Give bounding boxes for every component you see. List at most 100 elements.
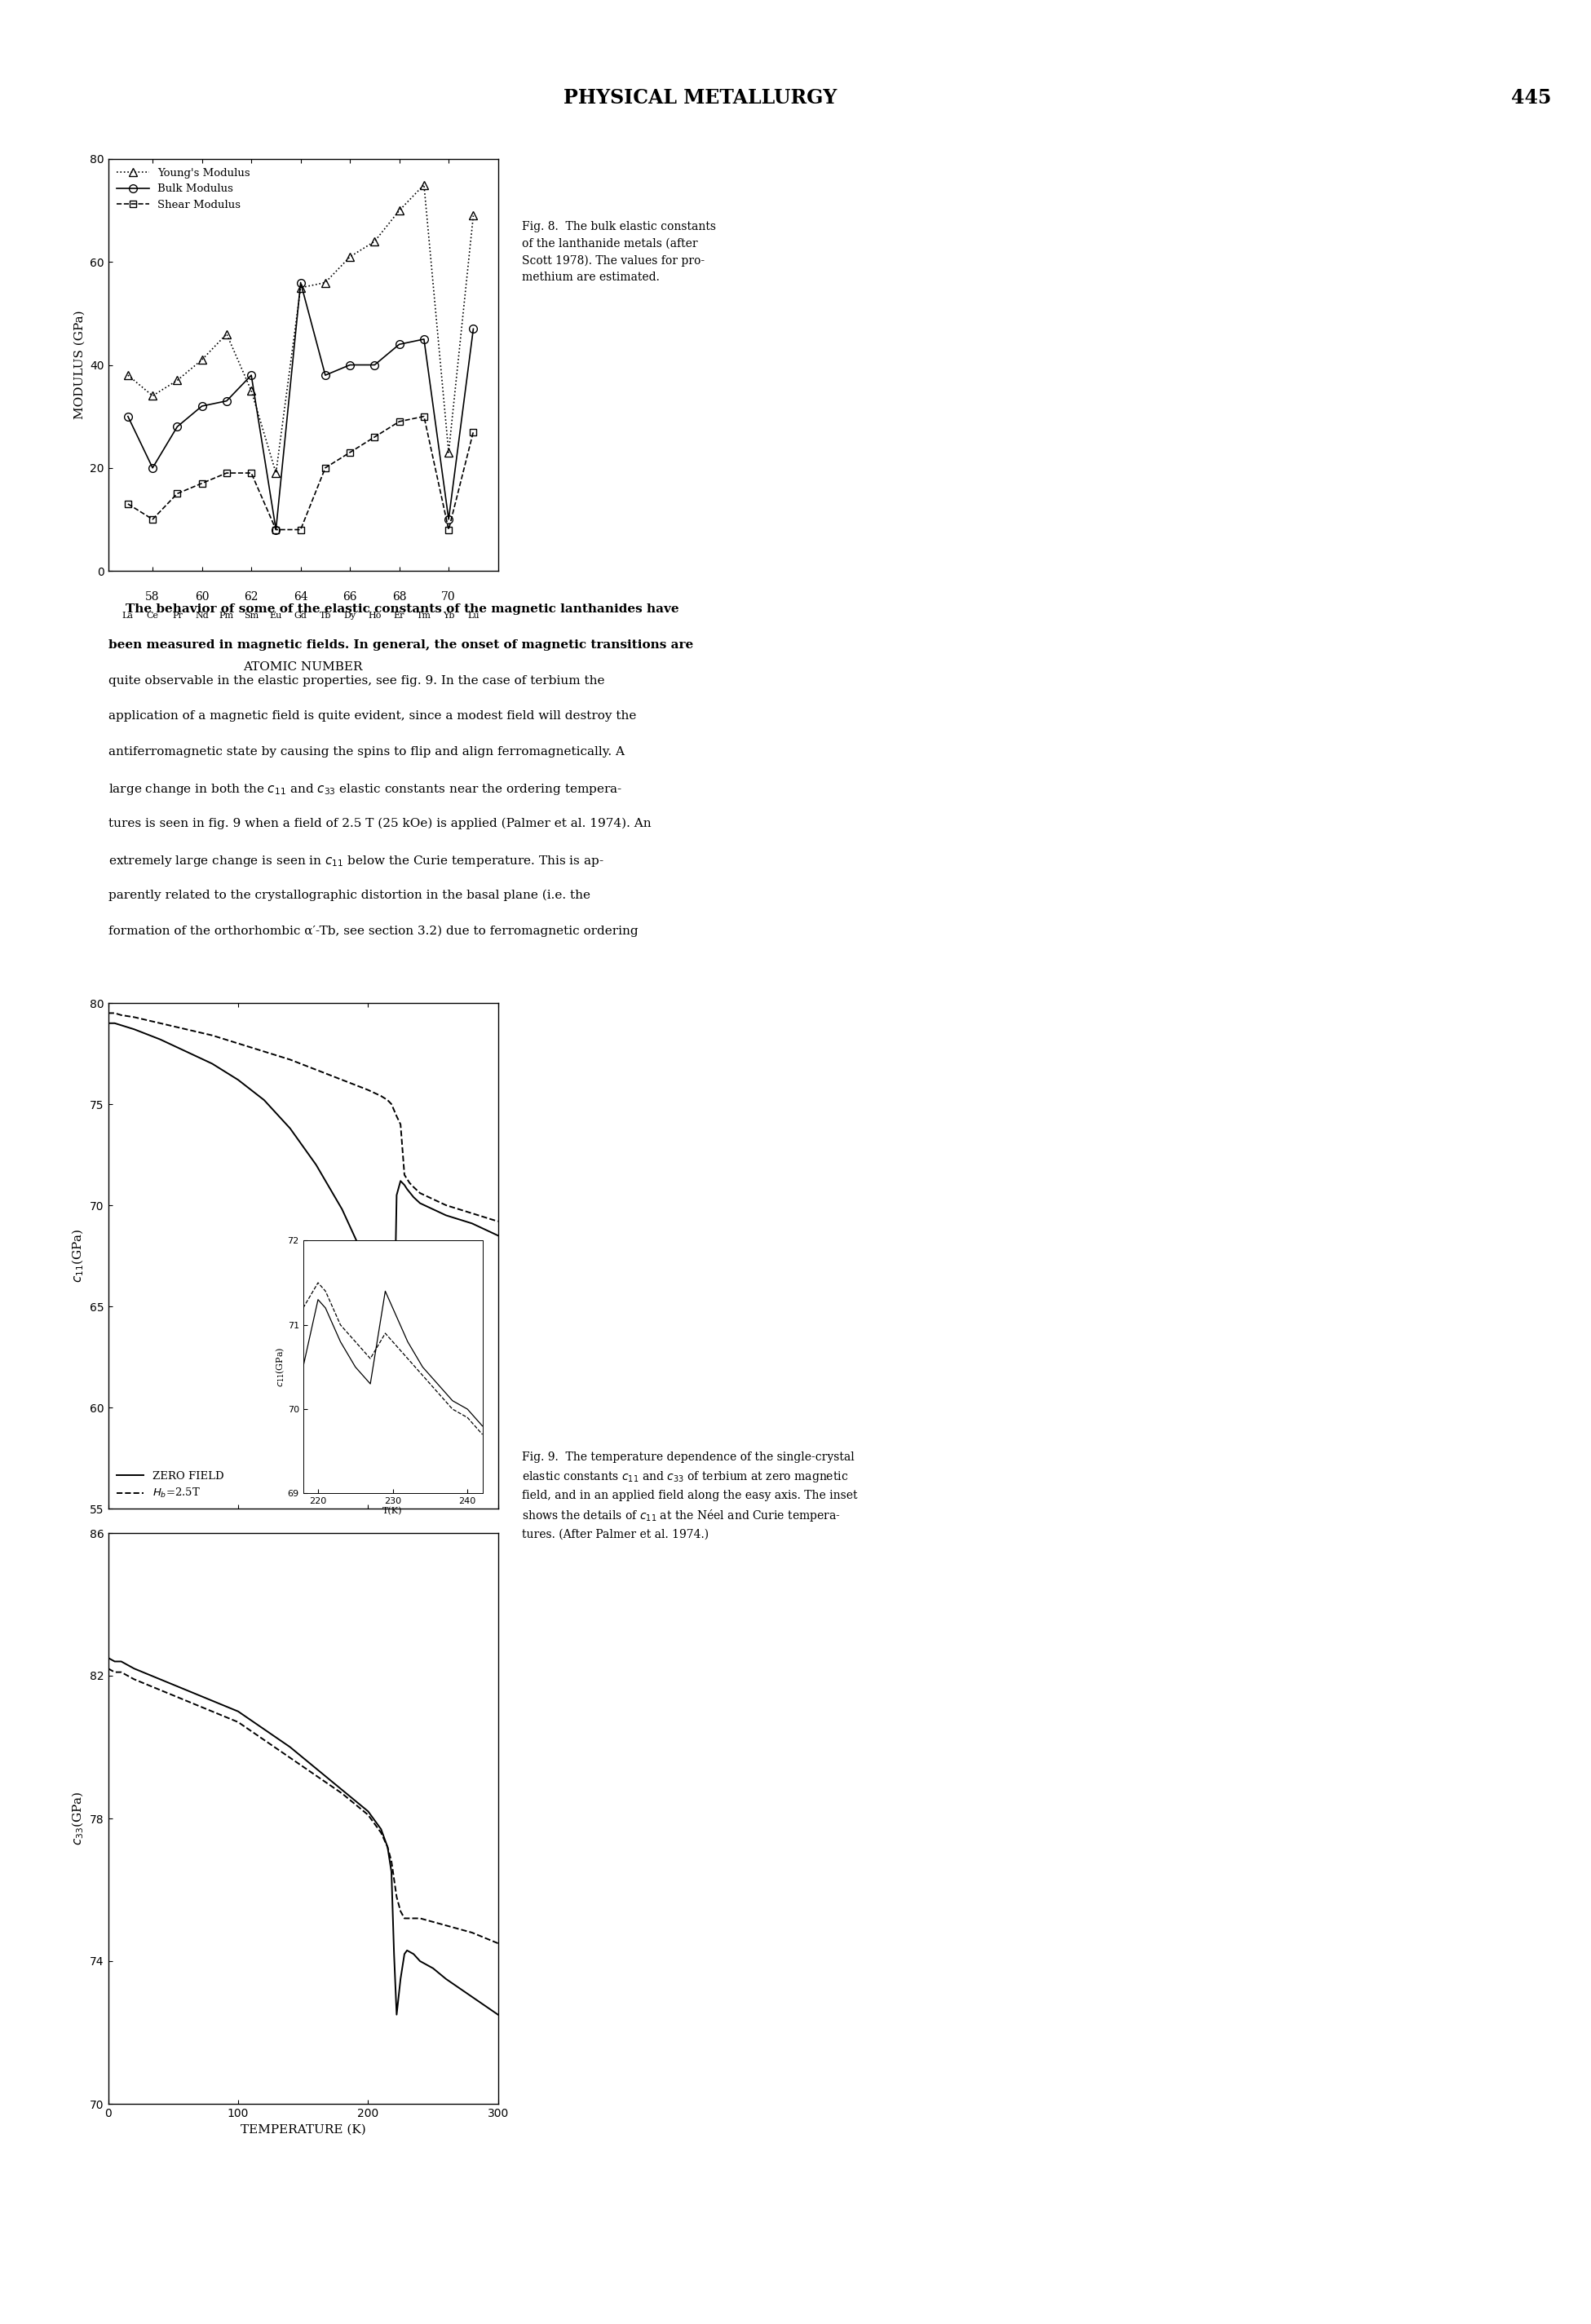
ZERO FIELD — [105, 1009, 124, 1037]
$H_b$=2.5T — [488, 1208, 508, 1236]
ZERO FIELD — [358, 1253, 377, 1281]
Shear Modulus — [364, 423, 383, 451]
ZERO FIELD — [404, 1183, 423, 1211]
$H_b$=2.5T — [410, 1178, 430, 1206]
Text: application of a magnetic field is quite evident, since a modest field will dest: application of a magnetic field is quite… — [108, 711, 636, 723]
Text: Tm: Tm — [417, 611, 431, 621]
Text: The behavior of some of the elastic constants of the magnetic lanthanides have: The behavior of some of the elastic cons… — [108, 604, 679, 616]
Text: Lu: Lu — [468, 611, 479, 621]
ZERO FIELD — [398, 1176, 417, 1204]
Line: Shear Modulus: Shear Modulus — [124, 414, 477, 532]
Text: La: La — [123, 611, 134, 621]
Legend: Young's Modulus, Bulk Modulus, Shear Modulus: Young's Modulus, Bulk Modulus, Shear Mod… — [113, 165, 253, 214]
Shear Modulus — [266, 516, 285, 544]
Bulk Modulus — [266, 516, 285, 544]
Bulk Modulus — [193, 393, 212, 421]
Text: tures is seen in fig. 9 when a field of 2.5 T (25 kOe) is applied (Palmer et al.: tures is seen in fig. 9 when a field of … — [108, 818, 651, 830]
ZERO FIELD — [463, 1208, 482, 1236]
Shear Modulus — [216, 460, 235, 488]
ZERO FIELD — [436, 1202, 455, 1229]
Y-axis label: $c_{33}$(GPa): $c_{33}$(GPa) — [70, 1792, 86, 1845]
$H_b$=2.5T — [333, 1067, 352, 1095]
Shear Modulus — [340, 439, 360, 467]
$H_b$=2.5T — [463, 1199, 482, 1227]
$H_b$=2.5T — [382, 1090, 401, 1118]
Bulk Modulus — [143, 453, 162, 481]
Young's Modulus — [439, 439, 458, 467]
Y-axis label: MODULUS (GPa): MODULUS (GPa) — [73, 311, 86, 418]
Text: extremely large change is seen in $c_{11}$ below the Curie temperature. This is : extremely large change is seen in $c_{11… — [108, 853, 605, 869]
ZERO FIELD — [151, 1025, 170, 1053]
Young's Modulus — [364, 228, 383, 256]
Text: PHYSICAL METALLURGY: PHYSICAL METALLURGY — [563, 88, 837, 107]
Text: Sm: Sm — [243, 611, 259, 621]
$H_b$=2.5T — [177, 1016, 196, 1043]
Text: Eu: Eu — [270, 611, 282, 621]
Bulk Modulus — [340, 351, 360, 379]
Young's Modulus — [340, 244, 360, 272]
Bulk Modulus — [315, 360, 334, 388]
ZERO FIELD — [99, 1009, 118, 1037]
ZERO FIELD — [387, 1181, 406, 1208]
Bulk Modulus — [216, 388, 235, 416]
ZERO FIELD — [280, 1116, 299, 1143]
Young's Modulus — [167, 367, 186, 395]
Text: Pr: Pr — [172, 611, 183, 621]
Text: Ce: Ce — [146, 611, 159, 621]
Text: Tb: Tb — [320, 611, 331, 621]
$H_b$=2.5T — [398, 1164, 417, 1192]
ZERO FIELD — [307, 1150, 326, 1178]
Y-axis label: $c_{11}$(GPa): $c_{11}$(GPa) — [70, 1229, 86, 1283]
Bulk Modulus — [463, 316, 482, 344]
$H_b$=2.5T — [255, 1037, 274, 1064]
$H_b$=2.5T — [379, 1085, 398, 1113]
Bulk Modulus — [390, 330, 409, 358]
Text: Fig. 8.  The bulk elastic constants
of the lanthanide metals (after
Scott 1978).: Fig. 8. The bulk elastic constants of th… — [522, 221, 716, 284]
Text: been measured in magnetic fields. In general, the onset of magnetic transitions : been measured in magnetic fields. In gen… — [108, 639, 694, 651]
$H_b$=2.5T — [385, 1097, 404, 1125]
ZERO FIELD — [124, 1016, 143, 1043]
ZERO FIELD — [410, 1190, 430, 1218]
Text: antiferromagnetic state by causing the spins to flip and align ferromagnetically: antiferromagnetic state by causing the s… — [108, 746, 624, 758]
Young's Modulus — [463, 202, 482, 230]
ZERO FIELD — [395, 1171, 414, 1199]
Text: Dy: Dy — [344, 611, 356, 621]
$H_b$=2.5T — [105, 999, 124, 1027]
Young's Modulus — [266, 460, 285, 488]
Text: Gd: Gd — [294, 611, 307, 621]
Line: Bulk Modulus: Bulk Modulus — [124, 279, 477, 535]
Legend: ZERO FIELD, $H_b$=2.5T: ZERO FIELD, $H_b$=2.5T — [113, 1469, 228, 1504]
Text: Fig. 9.  The temperature dependence of the single-crystal
elastic constants $c_{: Fig. 9. The temperature dependence of th… — [522, 1452, 858, 1541]
Shear Modulus — [242, 460, 261, 488]
Young's Modulus — [414, 170, 433, 198]
Line: ZERO FIELD: ZERO FIELD — [108, 1023, 498, 1387]
Bulk Modulus — [364, 351, 383, 379]
ZERO FIELD — [379, 1343, 398, 1371]
ZERO FIELD — [177, 1037, 196, 1064]
Shear Modulus — [414, 402, 433, 430]
ZERO FIELD — [391, 1167, 410, 1195]
$H_b$=2.5T — [387, 1102, 406, 1129]
Young's Modulus — [143, 381, 162, 409]
Bulk Modulus — [167, 414, 186, 442]
$H_b$=2.5T — [99, 999, 118, 1027]
ZERO FIELD — [488, 1222, 508, 1250]
Shear Modulus — [193, 469, 212, 497]
$H_b$=2.5T — [111, 1002, 130, 1030]
$H_b$=2.5T — [436, 1192, 455, 1220]
Text: parently related to the crystallographic distortion in the basal plane (i.e. the: parently related to the crystallographic… — [108, 890, 590, 902]
Line: $H_b$=2.5T: $H_b$=2.5T — [108, 1013, 498, 1222]
ZERO FIELD — [372, 1301, 391, 1329]
Line: Young's Modulus: Young's Modulus — [124, 181, 477, 476]
Text: Nd: Nd — [196, 611, 208, 621]
Shear Modulus — [315, 453, 334, 481]
Text: Ho: Ho — [368, 611, 382, 621]
X-axis label: TEMPERATURE (K): TEMPERATURE (K) — [240, 2124, 366, 2136]
$H_b$=2.5T — [395, 1162, 414, 1190]
Text: Er: Er — [395, 611, 404, 621]
Young's Modulus — [315, 270, 334, 297]
$H_b$=2.5T — [229, 1030, 248, 1057]
Shear Modulus — [167, 479, 186, 507]
Bulk Modulus — [439, 504, 458, 532]
Shear Modulus — [390, 407, 409, 435]
